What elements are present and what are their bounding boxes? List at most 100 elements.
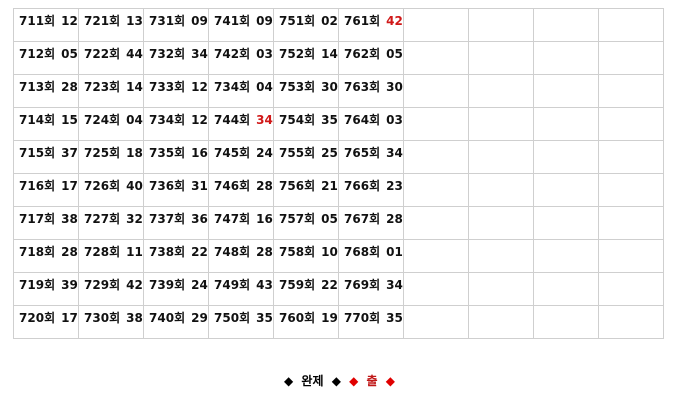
empty-cell <box>598 8 664 42</box>
empty-cell <box>403 107 469 141</box>
round-suffix: 회 <box>369 245 381 259</box>
round-suffix: 회 <box>304 47 316 61</box>
round-cell: 755회 25 <box>273 140 339 174</box>
empty-cell <box>598 272 664 306</box>
round-suffix: 회 <box>44 245 56 259</box>
empty-cell <box>403 140 469 174</box>
round-suffix: 회 <box>174 47 186 61</box>
round-number: 759 <box>279 278 305 292</box>
round-suffix: 회 <box>174 80 186 94</box>
drawn-number: 42 <box>386 14 403 28</box>
round-suffix: 회 <box>304 113 316 127</box>
round-suffix: 회 <box>44 179 56 193</box>
drawn-number: 31 <box>191 179 208 193</box>
empty-cell <box>403 239 469 273</box>
round-number: 733 <box>149 80 175 94</box>
red-diamond-icon: ◆ <box>385 374 395 388</box>
table-row: 717회 38 727회 32 737회 36 747회 16 757회 05 767회 28 <box>13 206 664 240</box>
round-suffix: 회 <box>109 245 121 259</box>
round-number: 729 <box>84 278 110 292</box>
round-suffix: 회 <box>239 212 251 226</box>
diamond-icon: ◆ <box>283 374 294 388</box>
round-suffix: 회 <box>239 14 251 28</box>
round-suffix: 회 <box>369 311 381 325</box>
round-number: 747 <box>214 212 240 226</box>
round-cell: 757회 05 <box>273 206 339 240</box>
round-suffix: 회 <box>174 179 186 193</box>
round-cell: 756회 21 <box>273 173 339 207</box>
empty-cell <box>598 305 664 339</box>
drawn-number: 40 <box>126 179 143 193</box>
empty-cell <box>468 74 534 108</box>
empty-cell <box>403 173 469 207</box>
round-suffix: 회 <box>109 80 121 94</box>
round-suffix: 회 <box>44 311 56 325</box>
drawn-number: 13 <box>126 14 143 28</box>
round-cell: 753회 30 <box>273 74 339 108</box>
round-cell: 752회 14 <box>273 41 339 75</box>
red-diamond-icon: ◆ <box>349 374 359 388</box>
round-number: 714 <box>19 113 45 127</box>
drawn-number: 04 <box>126 113 143 127</box>
empty-cell <box>533 8 599 42</box>
round-number: 736 <box>149 179 175 193</box>
drawn-number: 12 <box>61 14 78 28</box>
round-suffix: 회 <box>239 146 251 160</box>
round-number: 742 <box>214 47 240 61</box>
round-suffix: 회 <box>109 146 121 160</box>
round-number: 770 <box>344 311 370 325</box>
empty-cell <box>598 140 664 174</box>
round-number: 763 <box>344 80 370 94</box>
round-cell: 765회 34 <box>338 140 404 174</box>
drawn-number: 12 <box>191 113 208 127</box>
round-number: 727 <box>84 212 110 226</box>
round-number: 731 <box>149 14 175 28</box>
round-suffix: 회 <box>44 80 56 94</box>
round-suffix: 회 <box>44 14 56 28</box>
round-cell: 734회 04 <box>208 74 274 108</box>
table-row: 716회 17 726회 40 736회 31 746회 28 756회 21 766회 23 <box>13 173 664 207</box>
round-suffix: 회 <box>369 212 381 226</box>
round-cell: 764회 03 <box>338 107 404 141</box>
empty-cell <box>468 140 534 174</box>
drawn-number: 28 <box>386 212 403 226</box>
round-number: 767 <box>344 212 370 226</box>
drawn-number: 14 <box>126 80 143 94</box>
round-number: 768 <box>344 245 370 259</box>
drawn-number: 39 <box>61 278 78 292</box>
table-row: 713회 28 723회 14 733회 12 734회 04 753회 30 763회 30 <box>13 74 664 108</box>
round-number: 734 <box>214 80 240 94</box>
round-cell: 769회 34 <box>338 272 404 306</box>
drawn-number: 34 <box>191 47 208 61</box>
round-cell: 734회 12 <box>143 107 209 141</box>
round-cell: 735회 16 <box>143 140 209 174</box>
round-cell: 761회 42 <box>338 8 404 42</box>
drawn-number: 23 <box>386 179 403 193</box>
round-suffix: 회 <box>174 311 186 325</box>
empty-cell <box>598 74 664 108</box>
round-cell: 739회 24 <box>143 272 209 306</box>
round-cell: 738회 22 <box>143 239 209 273</box>
round-suffix: 회 <box>239 113 251 127</box>
empty-cell <box>598 239 664 273</box>
drawn-number: 29 <box>191 311 208 325</box>
empty-cell <box>598 41 664 75</box>
drawn-number: 01 <box>386 245 403 259</box>
drawn-number: 36 <box>191 212 208 226</box>
empty-cell <box>533 140 599 174</box>
drawn-number: 28 <box>61 80 78 94</box>
round-cell: 750회 35 <box>208 305 274 339</box>
round-number: 711 <box>19 14 45 28</box>
round-number: 755 <box>279 146 305 160</box>
round-number: 735 <box>149 146 175 160</box>
round-number: 738 <box>149 245 175 259</box>
round-number: 748 <box>214 245 240 259</box>
round-cell: 722회 44 <box>78 41 144 75</box>
round-number: 764 <box>344 113 370 127</box>
drawn-number: 35 <box>386 311 403 325</box>
drawn-number: 11 <box>126 245 143 259</box>
empty-cell <box>403 74 469 108</box>
round-cell: 713회 28 <box>13 74 79 108</box>
drawn-number: 05 <box>386 47 403 61</box>
round-suffix: 회 <box>109 179 121 193</box>
